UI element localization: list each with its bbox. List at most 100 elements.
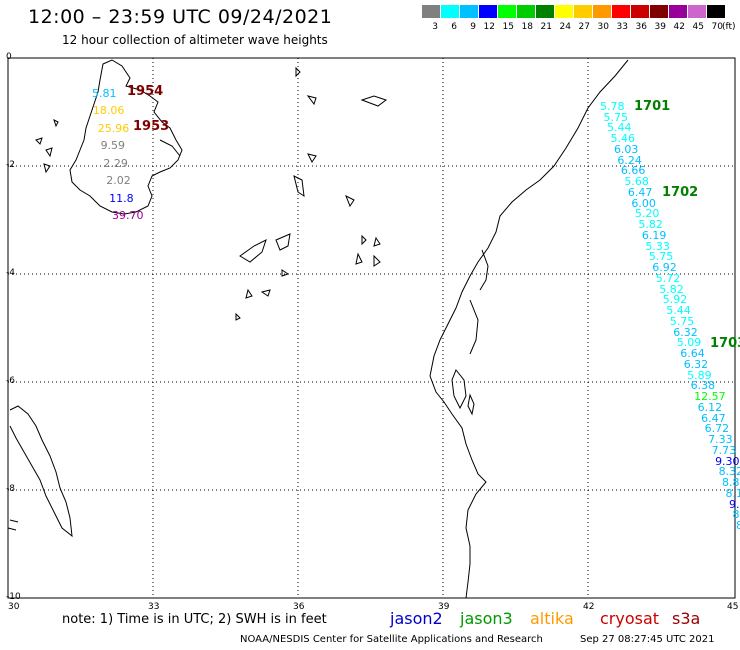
pass-number-label: 1953	[133, 119, 170, 134]
wave-height-value: 5.33	[645, 239, 670, 253]
wave-height-value: 11.8	[109, 191, 134, 205]
pass-number-label: 1954	[127, 84, 164, 99]
wave-height-value: 8.	[732, 508, 740, 522]
wave-height-value: 6.66	[620, 164, 646, 178]
wave-height-value: 2.29	[103, 156, 128, 170]
map-frame	[7, 57, 736, 599]
wave-height-value: 5.89	[687, 368, 712, 382]
y-tick-label: -2	[6, 160, 15, 170]
legend-swatch	[669, 5, 688, 18]
wave-height-value: 6.72	[704, 422, 730, 436]
wave-height-value: 5.75	[648, 250, 674, 264]
x-tick-label: 45	[727, 602, 739, 612]
legend-label: 3	[432, 22, 438, 32]
wave-height-value: 6.47	[701, 411, 726, 425]
legend-label: 12	[483, 22, 495, 32]
legend-swatch	[574, 5, 593, 18]
legend-label: 15	[502, 22, 514, 32]
wave-height-value: 5.44	[666, 304, 691, 318]
wave-height-value: 5.78	[600, 100, 625, 113]
legend-swatch	[441, 5, 460, 18]
pass-number-label: 1702	[662, 185, 699, 200]
legend-swatch	[555, 5, 574, 18]
legend-swatch	[688, 5, 707, 18]
map-subtitle: 12 hour collection of altimeter wave hei…	[62, 33, 328, 47]
wave-height-value: 6.47	[627, 185, 653, 199]
wave-height-value: 5.75	[603, 110, 628, 124]
legend-label: 24	[559, 22, 571, 32]
y-tick-label: -6	[6, 376, 15, 386]
legend-label: 45	[692, 22, 704, 32]
pass-number-label: 1701	[634, 99, 671, 114]
legend-label: 6	[451, 22, 457, 32]
coastlines	[7, 59, 629, 599]
wave-height-value: 5.82	[659, 282, 684, 296]
wave-height-value: 6.00	[631, 196, 656, 210]
legend-swatch	[422, 5, 441, 18]
wave-height-value: 6.24	[617, 153, 642, 167]
wave-height-value: 5.82	[638, 218, 663, 232]
wave-height-value: 6.92	[652, 261, 677, 275]
wave-height-value: 8.1	[725, 486, 740, 500]
legend-swatch	[536, 5, 555, 18]
lake-victoria-shoreline	[69, 59, 183, 215]
wave-height-value: 5.68	[624, 175, 649, 189]
wave-height-value: 25.96	[97, 121, 130, 135]
wave-height-value: 5.81	[92, 87, 117, 100]
legend-label: 70	[711, 22, 723, 32]
wave-height-value: 5.09	[676, 336, 702, 350]
legend-swatch	[631, 5, 650, 18]
satellite-jason2: jason2	[390, 609, 443, 628]
y-tick-label: -4	[6, 268, 15, 278]
map-title: 12:00 – 23:59 UTC 09/24/2021	[28, 6, 333, 28]
legend-label: 30	[597, 22, 609, 32]
legend-swatch	[650, 5, 669, 18]
x-tick-label: 30	[8, 602, 20, 612]
wave-height-value: 7.33	[708, 433, 733, 447]
legend-swatch	[517, 5, 536, 18]
wave-height-value: 9.59	[100, 139, 126, 153]
wave-height-value: 18.06	[92, 104, 125, 118]
x-tick-label: 42	[583, 602, 595, 612]
legend-label: 21	[540, 22, 552, 32]
wave-height-value: 5.75	[669, 314, 695, 328]
legend-label: 33	[616, 22, 628, 32]
wave-height-value: 6.32	[673, 325, 698, 339]
wave-height-value: 9.30	[715, 454, 740, 468]
x-tick-label: 39	[438, 602, 450, 612]
legend-swatch	[479, 5, 498, 18]
wave-height-value: 39.70	[112, 209, 144, 222]
footer-credit: NOAA/NESDIS Center for Satellite Applica…	[240, 634, 543, 645]
wave-height-value: 8	[736, 519, 740, 532]
y-tick-label: 0	[6, 52, 12, 62]
wave-height-value: 7.73	[711, 443, 737, 457]
wave-height-value: 5.72	[655, 271, 681, 285]
y-tick-label: -8	[6, 484, 15, 494]
wave-height-value: 12.57	[694, 390, 726, 404]
legend-label: 9	[470, 22, 476, 32]
legend-unit: (ft)	[722, 22, 736, 32]
legend-swatch	[707, 5, 726, 18]
wave-height-value: 2.02	[106, 174, 131, 188]
legend-swatch	[593, 5, 612, 18]
legend-label: 27	[578, 22, 590, 32]
wave-height-value: 6.32	[683, 357, 709, 371]
wave-height-value: 5.44	[606, 121, 632, 135]
wave-height-value: 5.92	[662, 293, 688, 307]
wave-height-value: 8.32	[718, 465, 740, 479]
legend-label: 18	[521, 22, 533, 32]
legend-swatch	[612, 5, 631, 18]
legend-swatch	[498, 5, 517, 18]
y-tick-label: -10	[6, 592, 21, 602]
x-tick-label: 33	[148, 602, 160, 612]
wave-height-value: 6.12	[697, 400, 723, 414]
satellite-altika: altika	[530, 609, 574, 628]
wave-height-value: 6.64	[680, 347, 705, 361]
satellite-cryosat: cryosat	[600, 609, 660, 628]
satellite-jason3: jason3	[460, 609, 513, 628]
legend-swatch	[460, 5, 479, 18]
satellite-s3a: s3a	[672, 609, 701, 628]
wave-height-value: 6.03	[613, 142, 639, 156]
wave-height-value: 6.38	[690, 379, 716, 393]
